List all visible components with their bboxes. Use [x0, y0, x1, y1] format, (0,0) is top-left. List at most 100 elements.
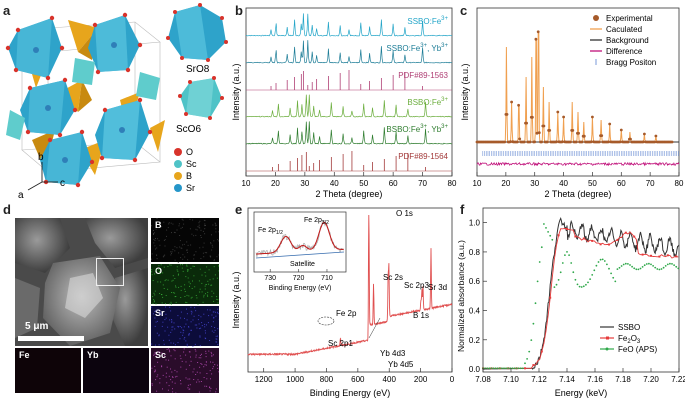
experimental-point	[503, 140, 507, 144]
x-tick-label: 20	[271, 179, 280, 188]
y-axis-title: Intensity (a.u.)	[460, 63, 470, 120]
feo-point	[505, 367, 507, 370]
experimental-point	[619, 128, 623, 132]
x-tick-label: 40	[330, 179, 339, 188]
feo-point	[599, 258, 602, 261]
crystal-structure-figure: SrO8 ScO6 O Sc B Sr b a c	[5, 3, 228, 200]
trace-label: BSBO:Fe3+	[407, 97, 448, 107]
feo-point	[519, 367, 522, 370]
experimental-point	[598, 140, 601, 144]
experimental-point	[528, 140, 532, 144]
sco6-label: ScO6	[176, 124, 201, 135]
eds-map-sr: Sr	[151, 306, 219, 346]
feo-point	[656, 268, 659, 270]
feo-point	[585, 283, 587, 286]
inset-label-fe2p12: Fe 2p1/2	[258, 227, 283, 236]
panel-label-b: b	[235, 3, 243, 18]
feo-point	[673, 264, 675, 266]
experimental-point	[536, 30, 540, 34]
feo-point	[633, 267, 636, 270]
x-axis-ticks: 1200 1000 800 600 400 200 0	[255, 368, 455, 384]
legend-atom-sr	[174, 184, 182, 192]
experimental-point	[626, 140, 630, 144]
legend-atom-b	[174, 172, 182, 180]
experimental-point	[505, 113, 509, 116]
feo-point	[587, 281, 589, 284]
x-tick-label: 200	[414, 375, 428, 384]
x-axis-title: Energy (keV)	[555, 388, 608, 398]
plot-frame	[247, 207, 453, 373]
experimental-point	[577, 131, 580, 135]
feo-point	[593, 269, 596, 272]
feo-point	[641, 266, 644, 268]
eds-map-b-label: B	[155, 220, 162, 230]
experimental-point	[509, 140, 512, 144]
peak-label-b1s: B 1s	[413, 311, 429, 320]
x-tick-label: 7.10	[503, 375, 519, 384]
experimental-point	[600, 134, 604, 138]
feo-point	[652, 265, 654, 267]
experimental-point	[535, 131, 539, 135]
experimental-point	[518, 137, 522, 141]
rietveld-legend: Experimental Caculated Background Differenc…	[590, 14, 656, 67]
sro8-isolated	[166, 3, 228, 62]
xanes-curves	[482, 217, 680, 370]
feo-point	[511, 367, 514, 370]
experimental-point	[571, 129, 575, 132]
experimental-point	[548, 129, 552, 132]
experimental-point	[555, 140, 558, 144]
y-tick-label: 0.4	[469, 307, 481, 316]
feo-point	[507, 367, 510, 370]
x-tick-label: 50	[588, 179, 597, 188]
feo-point	[536, 280, 539, 283]
peak-label-sc2s: Sc 2s	[383, 273, 403, 282]
strontium-atoms	[33, 42, 125, 163]
legend-label: Caculated	[606, 25, 642, 34]
calculated-curve	[477, 31, 679, 143]
y-tick-label: 1.0	[469, 219, 481, 228]
x-tick-label: 400	[383, 375, 397, 384]
x-tick-label: 70	[418, 179, 427, 188]
feo-point	[637, 268, 640, 271]
x-tick-label: 7.14	[559, 375, 575, 384]
x-axis-title: Binding Energy (eV)	[310, 388, 391, 398]
x-axis-title: 2 Theta (degree)	[316, 189, 383, 199]
panel-label-d: d	[3, 202, 11, 217]
feo-point	[561, 262, 564, 264]
x-tick-label: 7.12	[531, 375, 547, 384]
experimental-point	[653, 140, 657, 144]
legend-label-o: O	[186, 147, 193, 157]
feo-point	[660, 268, 663, 270]
x-tick-label: 60	[389, 179, 398, 188]
experimental-point	[574, 140, 578, 144]
x-tick-label: 7.08	[475, 375, 491, 384]
inset-baseline	[255, 251, 345, 259]
peak-label-sr3d: Sr 3d	[428, 283, 447, 292]
x-tick-label: 60	[617, 179, 626, 188]
plot-frame	[482, 207, 680, 373]
feo-point	[549, 234, 552, 237]
x-tick-label: 10	[242, 179, 251, 188]
feo-point	[608, 267, 610, 270]
feo-point	[620, 265, 623, 267]
feo-point	[662, 266, 665, 269]
x-tick-label: 30	[530, 179, 539, 188]
eds-map-o-label: O	[155, 266, 163, 276]
feo-point	[610, 272, 612, 275]
feo-point	[612, 276, 615, 279]
y-axis-ticks: 0.0 0.2 0.4 0.6 0.8 1.0	[469, 219, 487, 374]
eds-map-sc-label: Sc	[155, 350, 167, 360]
feo-point	[666, 263, 669, 266]
experimental-point	[562, 115, 565, 119]
peak-label-o1s: O 1s	[396, 209, 413, 218]
experimental-point	[561, 140, 564, 144]
y-tick-label: 0.2	[469, 336, 481, 345]
x-tick-label: 70	[646, 179, 655, 188]
inset-x-tick-label: 720	[293, 275, 305, 282]
legend-atom-o	[174, 148, 182, 156]
feo-point	[614, 280, 617, 283]
experimental-point	[542, 124, 546, 128]
feo-point	[576, 283, 579, 286]
legend-label: FeO (APS)	[618, 345, 657, 354]
leader-sc2p1	[368, 317, 381, 339]
